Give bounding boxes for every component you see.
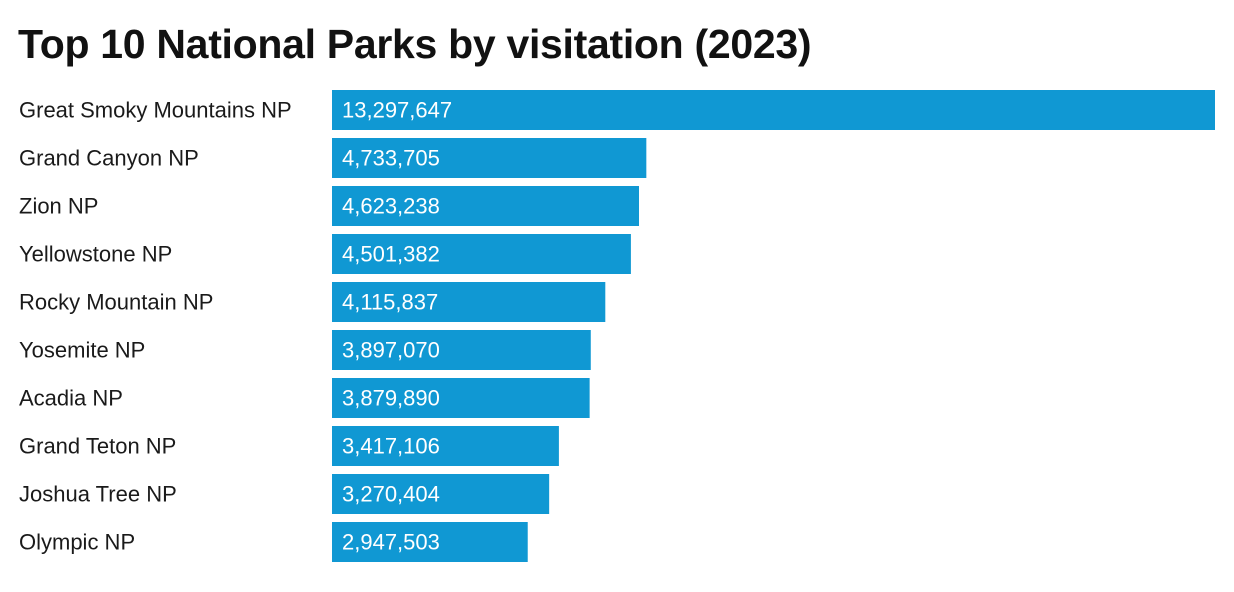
bar-value-label: 3,270,404 [342,482,440,507]
bar [332,378,590,418]
bar-value-label: 13,297,647 [342,98,452,123]
bar [332,186,639,226]
category-label: Yosemite NP [19,338,145,363]
bar [332,426,559,466]
bar [332,90,1215,130]
bar-value-label: 3,897,070 [342,338,440,363]
bar-value-label: 2,947,503 [342,530,440,555]
category-label: Zion NP [19,194,98,219]
category-label: Grand Teton NP [19,434,176,459]
bar [332,282,606,322]
category-label: Olympic NP [19,530,135,555]
bar [332,138,647,178]
bar-value-label: 4,501,382 [342,242,440,267]
category-label: Grand Canyon NP [19,146,199,171]
bar-value-label: 4,733,705 [342,146,440,171]
category-label: Joshua Tree NP [19,482,177,507]
bar [332,330,591,370]
category-label: Rocky Mountain NP [19,290,213,315]
bar [332,522,528,562]
bar-value-label: 3,417,106 [342,434,440,459]
bar [332,474,550,514]
bar-value-label: 4,115,837 [342,290,438,315]
chart-title: Top 10 National Parks by visitation (202… [18,21,812,67]
bar-value-label: 4,623,238 [342,194,440,219]
bar-value-label: 3,879,890 [342,386,440,411]
category-label: Acadia NP [19,386,123,411]
bar [332,234,631,274]
category-label: Great Smoky Mountains NP [19,98,292,123]
category-label: Yellowstone NP [19,242,172,267]
